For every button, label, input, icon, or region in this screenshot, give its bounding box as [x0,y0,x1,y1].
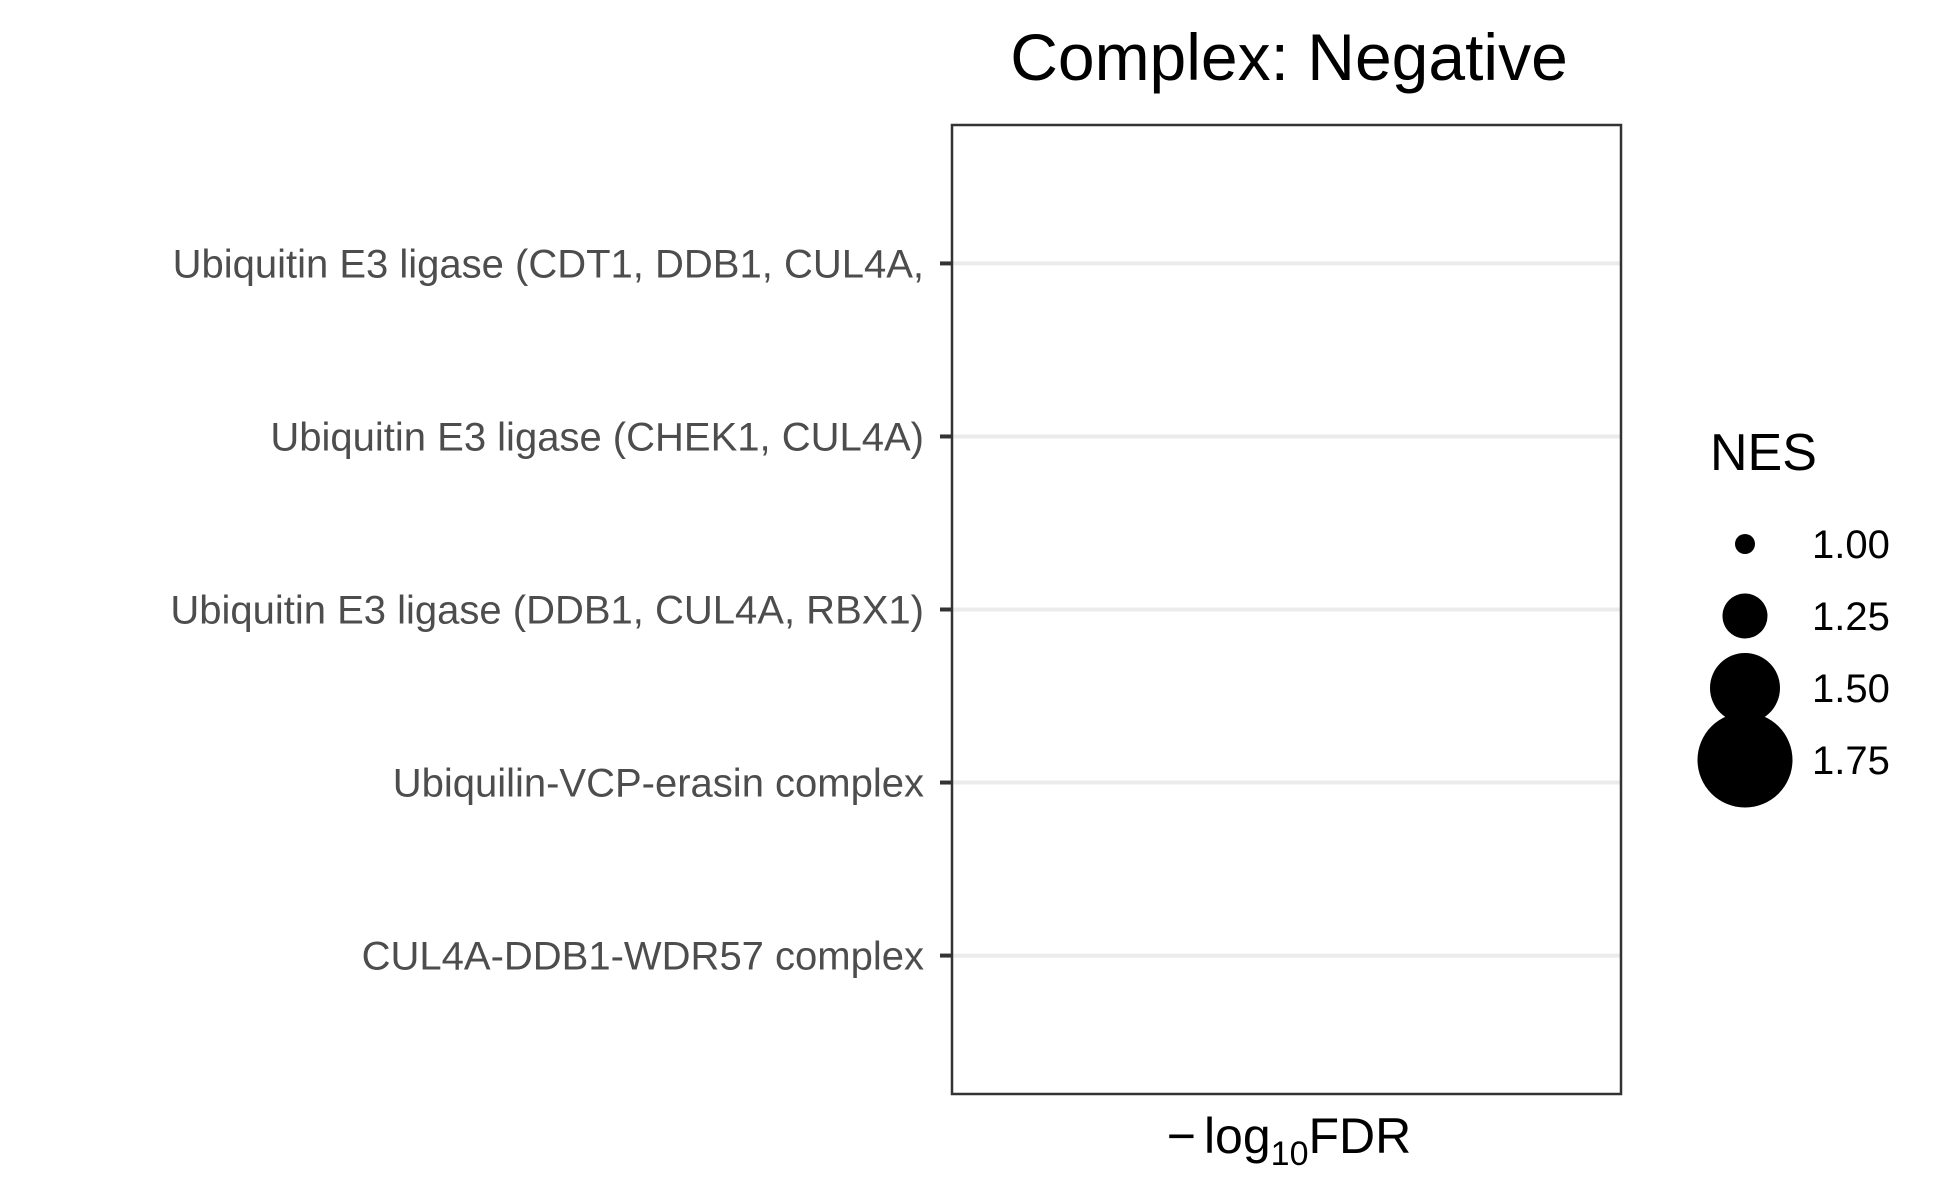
legend-key [1735,534,1755,554]
x-label-fdr: FDR [1309,1108,1412,1164]
legend-key [1722,593,1768,639]
y-tick-label: CUL4A-DDB1-WDR57 complex [362,935,924,979]
legend-label: 1.25 [1812,595,1890,639]
x-label-base: 10 [1271,1135,1309,1173]
legend-label: 1.75 [1812,739,1890,783]
legend-key [1697,712,1793,808]
y-tick-label: Ubiquitin E3 ligase (DDB1, CUL4A, RBX1) [170,589,924,633]
legend-label: 1.50 [1812,667,1890,711]
y-tick-label: Ubiquitin E3 ligase (CDT1, DDB1, CUL4A, [173,242,924,286]
plot-panel [950,123,1623,1096]
chart-title: Complex: Negative [1010,20,1568,94]
x-axis-label: − log10FDR [1167,1108,1412,1173]
legend-label: 1.00 [1812,523,1890,567]
x-label-log: log [1204,1108,1271,1164]
legend: NES 1.00 1.25 1.50 1.75 [1697,424,1890,808]
legend-key [1710,653,1780,723]
x-label-minus: − [1167,1108,1196,1164]
y-tick-label: Ubiquitin E3 ligase (CHEK1, CUL4A) [270,415,924,459]
y-tick-label: Ubiquilin-VCP-erasin complex [393,762,924,806]
legend-title: NES [1710,424,1817,482]
y-axis: Ubiquitin E3 ligase (CDT1, DDB1, CUL4A, U… [170,242,952,979]
